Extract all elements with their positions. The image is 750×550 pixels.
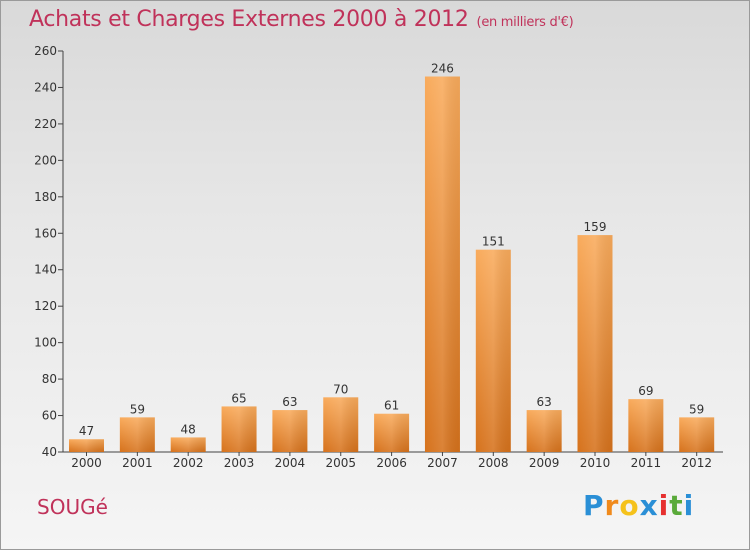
bar-shine xyxy=(679,417,715,452)
data-label: 159 xyxy=(584,220,607,234)
data-label: 70 xyxy=(333,382,348,396)
bar-shine xyxy=(170,437,206,452)
logo-letter: r xyxy=(604,489,620,522)
chart-title: Achats et Charges Externes 2000 à 2012 (e… xyxy=(29,7,574,32)
data-label: 63 xyxy=(537,395,552,409)
bar-shine xyxy=(628,399,664,452)
bar-shine xyxy=(221,406,257,452)
x-tick-label: 2010 xyxy=(580,456,611,470)
x-tick-label: 2007 xyxy=(427,456,458,470)
x-tick-label: 2009 xyxy=(529,456,560,470)
bar-shine xyxy=(526,410,562,452)
y-tick-label: 240 xyxy=(34,80,57,94)
x-tick-label: 2005 xyxy=(325,456,356,470)
x-tick-label: 2011 xyxy=(631,456,662,470)
y-tick-label: 40 xyxy=(42,445,57,459)
proxiti-logo: Proxiti xyxy=(583,489,694,522)
y-tick-label: 80 xyxy=(42,372,57,386)
bar-shine xyxy=(475,249,511,452)
logo-letter: x xyxy=(639,489,659,522)
bar-shine xyxy=(272,410,308,452)
x-tick-label: 2002 xyxy=(173,456,204,470)
logo-letter: P xyxy=(583,489,605,522)
y-tick-label: 140 xyxy=(34,263,57,277)
data-label: 48 xyxy=(181,422,196,436)
y-tick-label: 220 xyxy=(34,117,57,131)
bar-shine xyxy=(374,413,410,452)
data-label: 59 xyxy=(689,402,704,416)
data-label: 65 xyxy=(231,391,246,405)
x-tick-label: 2001 xyxy=(122,456,153,470)
logo-letter: t xyxy=(669,489,684,522)
data-label: 246 xyxy=(431,62,454,76)
y-tick-label: 60 xyxy=(42,409,57,423)
bar-shine xyxy=(119,417,155,452)
y-tick-label: 200 xyxy=(34,153,57,167)
x-tick-label: 2004 xyxy=(275,456,306,470)
bar-shine xyxy=(323,397,359,452)
y-tick-label: 260 xyxy=(34,44,57,58)
data-label: 63 xyxy=(282,395,297,409)
commune-name: SOUGé xyxy=(37,495,108,519)
data-label: 59 xyxy=(130,402,145,416)
data-label: 47 xyxy=(79,424,94,438)
chart-title-text: Achats et Charges Externes 2000 à 2012 xyxy=(29,7,469,32)
logo-letter: i xyxy=(658,489,670,522)
bar-shine xyxy=(424,76,460,452)
x-tick-label: 2006 xyxy=(376,456,407,470)
bar-shine xyxy=(69,439,104,452)
x-tick-label: 2003 xyxy=(224,456,255,470)
data-label: 151 xyxy=(482,235,505,249)
bar-shine xyxy=(577,235,613,452)
y-tick-label: 100 xyxy=(34,336,57,350)
x-tick-label: 2008 xyxy=(478,456,509,470)
y-tick-label: 180 xyxy=(34,190,57,204)
x-tick-label: 2000 xyxy=(71,456,102,470)
y-tick-label: 160 xyxy=(34,226,57,240)
data-label: 69 xyxy=(638,384,653,398)
y-tick-label: 120 xyxy=(34,299,57,313)
logo-letter: i xyxy=(683,489,695,522)
x-tick-label: 2012 xyxy=(681,456,712,470)
chart-unit: (en milliers d'€) xyxy=(476,15,574,30)
data-label: 61 xyxy=(384,399,399,413)
logo-letter: o xyxy=(619,489,640,522)
